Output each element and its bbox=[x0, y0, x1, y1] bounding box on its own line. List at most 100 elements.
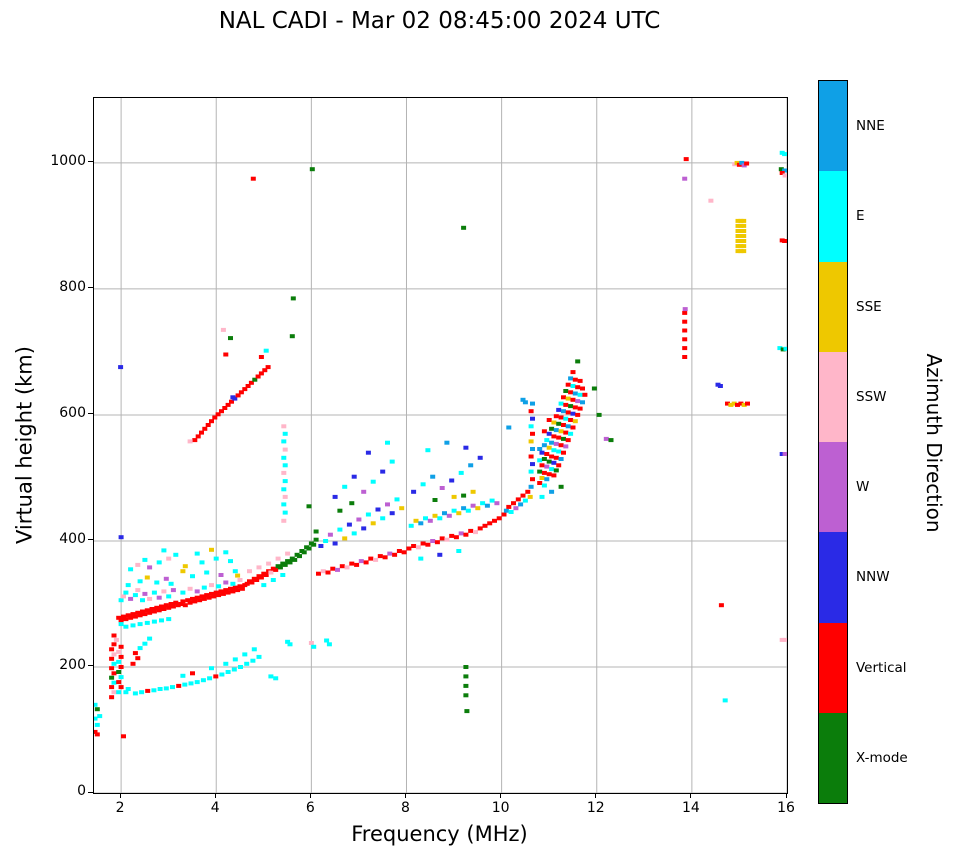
data-point-SSE bbox=[741, 229, 747, 233]
data-point-SSE bbox=[209, 547, 214, 552]
data-point-Vertical bbox=[463, 532, 469, 537]
data-point-Vertical bbox=[178, 602, 184, 606]
data-point-Vertical bbox=[263, 573, 269, 577]
data-point-NNE bbox=[580, 400, 585, 405]
data-point-E bbox=[180, 590, 186, 595]
data-point-Vertical bbox=[745, 401, 750, 406]
data-point-X-mode bbox=[337, 508, 343, 513]
data-point-E bbox=[173, 552, 179, 557]
data-point-X-mode bbox=[463, 665, 469, 669]
data-point-NNW bbox=[449, 478, 455, 483]
data-point-E bbox=[140, 598, 145, 603]
data-point-Vertical bbox=[204, 593, 210, 598]
data-point-NNE bbox=[549, 489, 555, 494]
data-point-Vertical bbox=[212, 415, 218, 420]
data-point-NNW bbox=[437, 552, 443, 557]
data-point-E bbox=[94, 716, 98, 721]
data-point-NNE bbox=[530, 447, 535, 451]
data-point-E bbox=[125, 687, 131, 691]
data-point-Vertical bbox=[182, 603, 188, 608]
data-point-E bbox=[261, 583, 267, 588]
data-point-Vertical bbox=[168, 602, 174, 606]
data-point-Vertical bbox=[515, 497, 521, 502]
data-point-Vertical bbox=[111, 671, 117, 676]
x-tick-label: 10 bbox=[491, 800, 510, 816]
data-point-Vertical bbox=[213, 674, 219, 679]
data-point-SSE bbox=[738, 249, 744, 254]
data-point-Vertical bbox=[725, 401, 730, 406]
data-point-E bbox=[722, 698, 728, 703]
data-point-Vertical bbox=[546, 472, 552, 477]
data-point-Vertical bbox=[116, 615, 122, 620]
x-tick-mark bbox=[119, 793, 121, 798]
data-point-NNE bbox=[418, 521, 424, 526]
data-point-Vertical bbox=[492, 518, 497, 523]
data-point-E bbox=[782, 152, 787, 157]
data-point-X-mode bbox=[432, 498, 438, 502]
data-point-E bbox=[128, 567, 134, 572]
data-point-Vertical bbox=[142, 612, 148, 617]
y-tick-label: 800 bbox=[59, 278, 86, 295]
data-point-SSW bbox=[782, 173, 787, 178]
data-point-SSW bbox=[187, 586, 193, 591]
data-point-Vertical bbox=[147, 610, 153, 615]
data-point-E bbox=[251, 647, 257, 652]
data-point-X-mode bbox=[311, 542, 317, 547]
data-point-Vertical bbox=[561, 395, 566, 400]
data-point-W bbox=[194, 589, 200, 594]
data-point-W bbox=[223, 580, 229, 585]
data-point-NNW bbox=[230, 395, 236, 400]
data-point-E bbox=[420, 482, 426, 487]
data-point-NNW bbox=[530, 462, 535, 467]
data-point-E bbox=[142, 641, 148, 646]
data-point-E bbox=[132, 593, 138, 598]
data-point-W bbox=[335, 567, 340, 572]
data-point-E bbox=[270, 578, 276, 582]
data-point-Vertical bbox=[525, 489, 531, 494]
data-point-SSE bbox=[528, 439, 534, 444]
scatter-plot bbox=[94, 98, 787, 793]
data-point-Vertical bbox=[223, 588, 229, 593]
data-point-SSW bbox=[281, 424, 287, 429]
x-tick-mark bbox=[785, 793, 787, 798]
data-point-E bbox=[207, 676, 213, 681]
data-point-SSE bbox=[370, 521, 376, 526]
data-point-NNW bbox=[570, 411, 576, 416]
data-point-Vertical bbox=[406, 546, 412, 551]
data-point-Vertical bbox=[539, 463, 545, 468]
data-point-Vertical bbox=[530, 477, 535, 482]
data-point-E bbox=[142, 557, 148, 562]
data-point-E bbox=[111, 680, 117, 685]
data-point-Vertical bbox=[368, 556, 374, 561]
data-point-NNE bbox=[739, 160, 745, 165]
data-point-Vertical bbox=[575, 385, 581, 390]
data-point-SSE bbox=[456, 511, 462, 516]
data-point-SSE bbox=[235, 573, 241, 578]
data-point-Vertical bbox=[482, 523, 488, 528]
data-point-X-mode bbox=[306, 504, 312, 509]
data-point-W bbox=[427, 518, 433, 523]
data-point-Vertical bbox=[541, 470, 547, 475]
data-point-Vertical bbox=[245, 384, 251, 388]
data-point-Vertical bbox=[575, 412, 581, 417]
data-point-Vertical bbox=[140, 609, 145, 614]
data-point-E bbox=[508, 510, 514, 514]
data-point-Vertical bbox=[501, 512, 507, 517]
data-point-Vertical bbox=[392, 552, 398, 557]
data-point-E bbox=[418, 556, 424, 561]
data-point-E bbox=[194, 551, 200, 556]
data-point-SSW bbox=[320, 569, 326, 574]
data-point-E bbox=[256, 654, 262, 659]
colorbar-label-Vertical: Vertical bbox=[856, 659, 907, 676]
data-point-Vertical bbox=[202, 426, 208, 431]
data-point-Vertical bbox=[176, 683, 182, 688]
data-point-Vertical bbox=[262, 368, 268, 373]
data-point-Vertical bbox=[161, 607, 167, 611]
data-point-Vertical bbox=[222, 406, 228, 410]
data-point-Vertical bbox=[149, 607, 155, 611]
data-point-E bbox=[116, 659, 122, 664]
data-point-E bbox=[204, 570, 210, 575]
data-point-Vertical bbox=[213, 590, 219, 595]
data-point-E bbox=[231, 667, 237, 672]
data-point-Vertical bbox=[546, 418, 552, 422]
